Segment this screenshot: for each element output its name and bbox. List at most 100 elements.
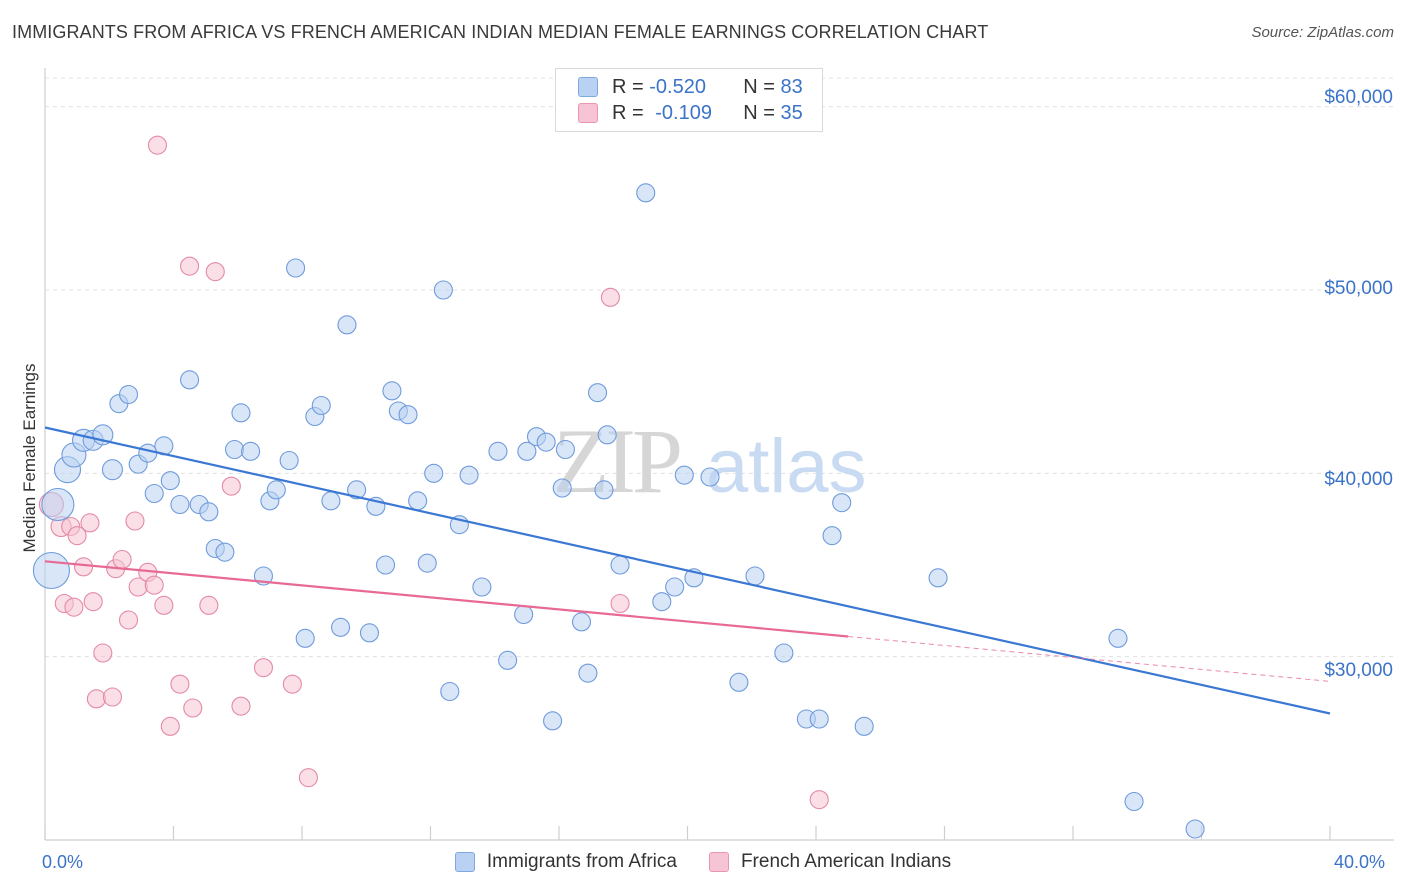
data-point (543, 711, 563, 731)
data-point (231, 696, 251, 716)
trend-line-africa (44, 426, 1331, 715)
r-value: -0.520 (649, 75, 706, 98)
data-point (101, 459, 124, 481)
data-point (160, 471, 180, 491)
data-point (253, 658, 274, 678)
data-point (144, 483, 164, 504)
grid (45, 77, 1394, 658)
legend-item-french: French American Indians (708, 851, 952, 873)
data-point (80, 513, 100, 533)
r-value: -0.109 (655, 101, 712, 124)
data-point (282, 674, 302, 694)
data-point (408, 491, 428, 511)
data-point (215, 542, 235, 562)
data-point (125, 511, 145, 531)
legend-label: French American Indians (740, 851, 952, 872)
data-point (86, 689, 106, 709)
data-point (424, 463, 444, 483)
data-point (774, 643, 794, 663)
data-point (144, 575, 164, 595)
n-label: N = (743, 75, 775, 98)
n-value: 35 (780, 101, 803, 124)
data-point (472, 577, 492, 597)
stats-legend-row-africa: R = -0.520 N = 83 (578, 75, 803, 99)
pink-swatch (708, 852, 729, 872)
data-point (652, 592, 672, 612)
blue-swatch (578, 77, 598, 97)
n-value: 83 (780, 75, 803, 98)
x-tick-label: 40.0% (1334, 852, 1386, 872)
data-point (417, 553, 437, 573)
data-point (1124, 791, 1144, 812)
data-point (832, 493, 852, 513)
data-point (199, 502, 219, 522)
data-point (199, 595, 219, 615)
data-point (578, 663, 598, 683)
data-point (636, 183, 656, 203)
data-point (928, 568, 948, 588)
data-point (64, 597, 84, 617)
data-point (498, 650, 518, 670)
data-point (587, 383, 608, 403)
data-point (74, 557, 94, 577)
data-point (571, 612, 592, 632)
data-point (440, 681, 460, 702)
data-point (382, 381, 402, 401)
data-point (180, 256, 200, 276)
data-point (93, 643, 113, 663)
data-point (597, 425, 617, 445)
data-point (170, 494, 190, 515)
data-point (594, 480, 614, 500)
data-point (555, 439, 575, 460)
data-point (488, 441, 508, 461)
data-point (347, 480, 367, 500)
data-point (854, 716, 874, 736)
data-point (665, 577, 685, 597)
blue-swatch (454, 852, 475, 872)
data-point (112, 549, 132, 570)
axes (44, 68, 1394, 841)
data-point (822, 526, 842, 546)
data-point (375, 555, 396, 575)
series-immigrants-from-africa (32, 183, 1205, 839)
data-point (321, 491, 341, 511)
data-point (809, 709, 829, 729)
data-point (610, 555, 630, 575)
data-point (552, 478, 572, 498)
data-point (147, 135, 167, 155)
data-point (1108, 628, 1128, 648)
series-legend: Immigrants from Africa French American I… (0, 851, 1406, 873)
data-point (266, 480, 286, 500)
data-point (205, 262, 225, 282)
data-point (41, 487, 75, 522)
data-point (180, 370, 200, 390)
data-point (1185, 819, 1205, 839)
data-point (311, 395, 331, 416)
source-label: Source: ZipAtlas.com (1251, 24, 1394, 41)
data-point (224, 439, 245, 460)
data-point (118, 610, 139, 630)
data-point (231, 403, 251, 423)
chart-title: IMMIGRANTS FROM AFRICA VS FRENCH AMERICA… (12, 22, 989, 42)
data-point (32, 551, 70, 590)
y-tick-label: $50,000 (1324, 278, 1393, 299)
data-point (67, 526, 87, 546)
data-point (286, 258, 306, 278)
legend-label: Immigrants from Africa (486, 851, 677, 872)
data-point (337, 315, 357, 335)
pink-swatch (578, 103, 598, 123)
r-label: R = (612, 75, 644, 98)
legend-item-africa: Immigrants from Africa (454, 851, 677, 873)
data-point (674, 465, 694, 485)
y-tick-label: $60,000 (1324, 87, 1393, 108)
y-tick-label: $30,000 (1324, 660, 1393, 681)
data-point (459, 465, 479, 485)
data-point (279, 450, 299, 471)
data-point (359, 623, 380, 643)
data-point (729, 672, 749, 692)
data-point (330, 617, 351, 637)
data-point (170, 674, 190, 694)
x-tick-label: 0.0% (42, 852, 84, 872)
data-point (83, 592, 103, 612)
